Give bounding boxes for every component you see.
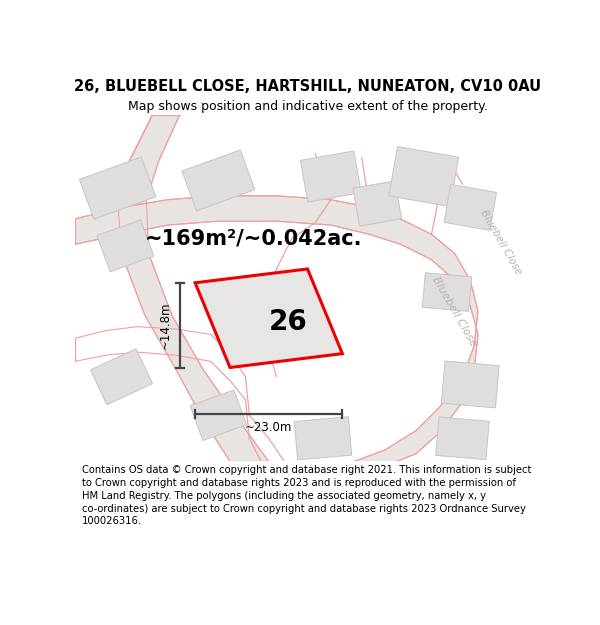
Text: Bluebell Close: Bluebell Close — [479, 208, 524, 276]
Polygon shape — [190, 390, 247, 441]
Polygon shape — [97, 220, 154, 272]
Polygon shape — [422, 272, 472, 311]
Polygon shape — [75, 196, 478, 463]
Polygon shape — [436, 417, 489, 460]
Text: Map shows position and indicative extent of the property.: Map shows position and indicative extent… — [128, 99, 487, 112]
Text: 26, BLUEBELL CLOSE, HARTSHILL, NUNEATON, CV10 0AU: 26, BLUEBELL CLOSE, HARTSHILL, NUNEATON,… — [74, 79, 541, 94]
Polygon shape — [442, 361, 499, 408]
Polygon shape — [301, 151, 361, 202]
Polygon shape — [389, 146, 458, 206]
Polygon shape — [444, 184, 497, 231]
Polygon shape — [91, 349, 152, 405]
Text: ~169m²/~0.042ac.: ~169m²/~0.042ac. — [145, 228, 362, 248]
Text: 26: 26 — [269, 308, 308, 336]
Text: ~14.8m: ~14.8m — [159, 301, 172, 349]
Polygon shape — [182, 150, 255, 211]
Polygon shape — [353, 181, 401, 226]
Polygon shape — [195, 269, 343, 368]
Polygon shape — [79, 157, 156, 219]
Text: ~23.0m: ~23.0m — [245, 421, 292, 434]
Polygon shape — [118, 115, 269, 461]
Text: Contains OS data © Crown copyright and database right 2021. This information is : Contains OS data © Crown copyright and d… — [82, 465, 532, 526]
Text: Bluebell Close: Bluebell Close — [431, 275, 479, 348]
Polygon shape — [294, 417, 352, 460]
